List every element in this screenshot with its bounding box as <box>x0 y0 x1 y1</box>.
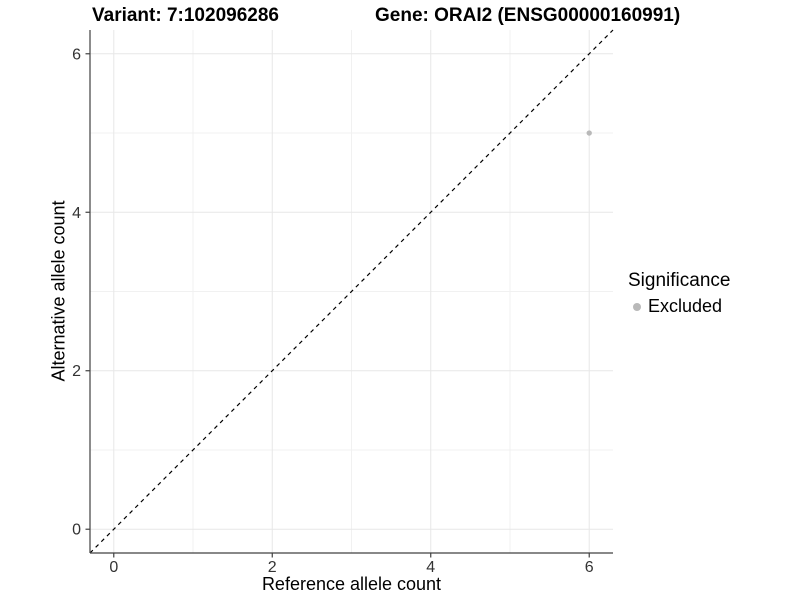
data-point <box>586 130 592 136</box>
legend-point-icon <box>633 302 641 311</box>
y-axis-title: Alternative allele count <box>48 200 69 382</box>
legend-title: Significance <box>628 270 731 291</box>
legend-item-excluded: Excluded <box>628 296 730 317</box>
y-tick-label: 6 <box>72 46 81 63</box>
x-tick-label: 6 <box>585 559 594 576</box>
x-tick-label: 2 <box>268 559 277 576</box>
plot-title-variant: Variant: 7:102096286 <box>92 5 279 26</box>
x-axis-title: Reference allele count <box>261 574 442 594</box>
x-tick-label: 4 <box>426 559 435 576</box>
y-tick-label: 0 <box>72 522 81 539</box>
y-tick-label: 2 <box>72 363 81 380</box>
legend: Significance Excluded <box>628 270 730 317</box>
plot-title-gene: Gene: ORAI2 (ENSG00000160991) <box>375 5 681 26</box>
x-tick-label: 0 <box>109 559 118 576</box>
legend-item-label: Excluded <box>648 296 723 316</box>
identity-dashed-line <box>89 29 614 554</box>
y-tick-label: 4 <box>72 205 81 222</box>
